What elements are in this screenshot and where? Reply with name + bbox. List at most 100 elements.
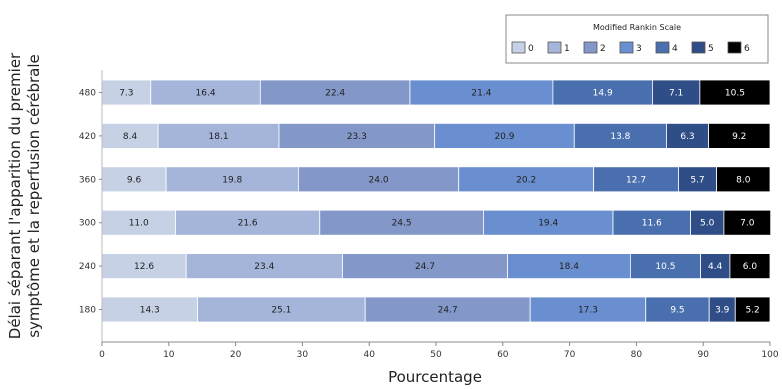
data-label-240-2: 24.7 bbox=[415, 262, 435, 272]
data-label-240-4: 10.5 bbox=[655, 262, 675, 272]
data-label-420-0: 8.4 bbox=[123, 132, 138, 142]
bar-segment-180-5 bbox=[708, 296, 736, 323]
data-label-360-1: 19.8 bbox=[222, 175, 242, 185]
x-tick-label: 20 bbox=[230, 350, 242, 360]
bar-segment-300-4 bbox=[612, 209, 691, 236]
legend-label-2: 2 bbox=[600, 44, 606, 54]
legend: Modified Rankin Scale 0 1 2 3 4 5 6 bbox=[505, 14, 769, 64]
x-tick-label: 100 bbox=[761, 350, 778, 360]
legend-swatch-0 bbox=[511, 41, 526, 54]
x-tick-label: 40 bbox=[363, 350, 375, 360]
data-label-300-4: 11.6 bbox=[642, 219, 662, 229]
bar-segment-300-0 bbox=[101, 209, 176, 236]
bar-segment-360-5 bbox=[678, 166, 717, 193]
legend-swatch-1 bbox=[547, 41, 562, 54]
data-label-480-2: 22.4 bbox=[325, 89, 345, 99]
data-label-360-0: 9.6 bbox=[127, 175, 142, 185]
data-label-420-5: 6.3 bbox=[680, 132, 694, 142]
legend-box bbox=[505, 14, 769, 64]
legend-label-6: 6 bbox=[744, 44, 750, 54]
bar-segment-300-5 bbox=[690, 209, 725, 236]
data-label-300-6: 7.0 bbox=[740, 219, 755, 229]
legend-label-4: 4 bbox=[672, 44, 678, 54]
data-label-360-3: 20.2 bbox=[516, 175, 536, 185]
data-label-420-1: 18.1 bbox=[209, 132, 229, 142]
data-label-180-5: 3.9 bbox=[715, 306, 730, 316]
data-label-180-4: 9.5 bbox=[670, 306, 684, 316]
bar-segment-300-2 bbox=[319, 209, 484, 236]
legend-label-5: 5 bbox=[708, 44, 714, 54]
bar-segment-420-3 bbox=[434, 123, 575, 149]
x-axis: 0 10 20 30 40 50 60 70 80 90 100 bbox=[99, 341, 779, 360]
data-label-420-2: 23.3 bbox=[347, 132, 367, 142]
legend-label-1: 1 bbox=[564, 44, 570, 54]
data-label-420-3: 20.9 bbox=[494, 132, 514, 142]
bar-segment-180-6 bbox=[734, 296, 771, 323]
data-label-180-0: 14.3 bbox=[140, 306, 160, 316]
bar-segment-180-4 bbox=[645, 296, 710, 323]
data-label-420-6: 9.2 bbox=[732, 132, 746, 142]
bar-segment-360-3 bbox=[458, 166, 595, 193]
data-label-300-3: 19.4 bbox=[538, 219, 558, 229]
legend-swatch-2 bbox=[583, 41, 598, 54]
x-tick-label: 70 bbox=[564, 350, 576, 360]
x-tick-label: 0 bbox=[99, 350, 105, 360]
data-label-180-6: 5.2 bbox=[745, 306, 759, 316]
data-label-300-5: 5.0 bbox=[700, 219, 715, 229]
data-label-180-1: 25.1 bbox=[271, 306, 291, 316]
bar-segment-480-1 bbox=[150, 79, 261, 106]
bar-segment-480-3 bbox=[409, 79, 554, 106]
data-label-480-5: 7.1 bbox=[669, 89, 683, 99]
y-tick-label: 480 bbox=[79, 89, 96, 99]
legend-swatch-5 bbox=[691, 41, 706, 54]
data-label-180-2: 24.7 bbox=[438, 306, 458, 316]
x-tick-label: 30 bbox=[297, 350, 309, 360]
y-axis: 480 420 360 300 240 180 bbox=[79, 70, 103, 342]
bar-segment-180-3 bbox=[529, 296, 647, 323]
data-label-240-1: 23.4 bbox=[254, 262, 274, 272]
bar-segment-480-6 bbox=[699, 79, 771, 106]
y-tick-label: 360 bbox=[79, 175, 96, 185]
bar-segment-480-4 bbox=[552, 79, 653, 106]
bars-layer: 7.3 16.4 22.4 21.4 14.9 7.1 10.5 8.4 18.1 23.3 20.… bbox=[101, 79, 772, 323]
bar-segment-480-0 bbox=[101, 79, 152, 106]
data-label-240-3: 18.4 bbox=[559, 262, 579, 272]
bar-segment-240-6 bbox=[729, 253, 771, 280]
y-tick-label: 420 bbox=[79, 132, 96, 142]
bar-segment-240-5 bbox=[700, 253, 731, 280]
data-label-240-6: 6.0 bbox=[743, 262, 758, 272]
legend-label-0: 0 bbox=[528, 44, 534, 54]
bar-segment-180-2 bbox=[364, 296, 531, 323]
data-label-300-0: 11.0 bbox=[129, 219, 149, 229]
bar-segment-360-2 bbox=[297, 166, 460, 193]
data-label-480-6: 10.5 bbox=[725, 89, 745, 99]
x-tick-label: 60 bbox=[497, 350, 509, 360]
data-label-420-4: 13.8 bbox=[610, 132, 630, 142]
bar-segment-180-1 bbox=[197, 296, 366, 323]
bar-segment-420-5 bbox=[666, 123, 709, 149]
bar-segment-240-1 bbox=[185, 253, 343, 280]
y-axis-title-line-2: symptôme et la reperfusion cérébrale bbox=[25, 54, 43, 338]
data-label-180-3: 17.3 bbox=[578, 306, 598, 316]
data-label-480-4: 14.9 bbox=[593, 89, 613, 99]
y-tick-label: 240 bbox=[79, 262, 96, 272]
data-label-360-5: 5.7 bbox=[690, 175, 704, 185]
bar-segment-360-6 bbox=[716, 166, 771, 193]
bar-segment-420-1 bbox=[157, 123, 280, 149]
x-tick-label: 50 bbox=[430, 350, 442, 360]
y-tick-label: 300 bbox=[79, 219, 96, 229]
data-label-240-0: 12.6 bbox=[134, 262, 154, 272]
bar-segment-420-4 bbox=[573, 123, 667, 149]
legend-label-3: 3 bbox=[636, 44, 642, 54]
data-label-360-2: 24.0 bbox=[369, 175, 389, 185]
x-tick-label: 80 bbox=[631, 350, 643, 360]
data-label-300-2: 24.5 bbox=[392, 219, 412, 229]
bar-segment-480-5 bbox=[652, 79, 701, 106]
data-label-360-4: 12.7 bbox=[626, 175, 646, 185]
bar-segment-300-6 bbox=[723, 209, 772, 236]
data-label-300-1: 21.6 bbox=[238, 219, 258, 229]
data-label-480-0: 7.3 bbox=[119, 89, 133, 99]
data-label-240-5: 4.4 bbox=[708, 262, 723, 272]
bar-segment-360-4 bbox=[593, 166, 679, 193]
